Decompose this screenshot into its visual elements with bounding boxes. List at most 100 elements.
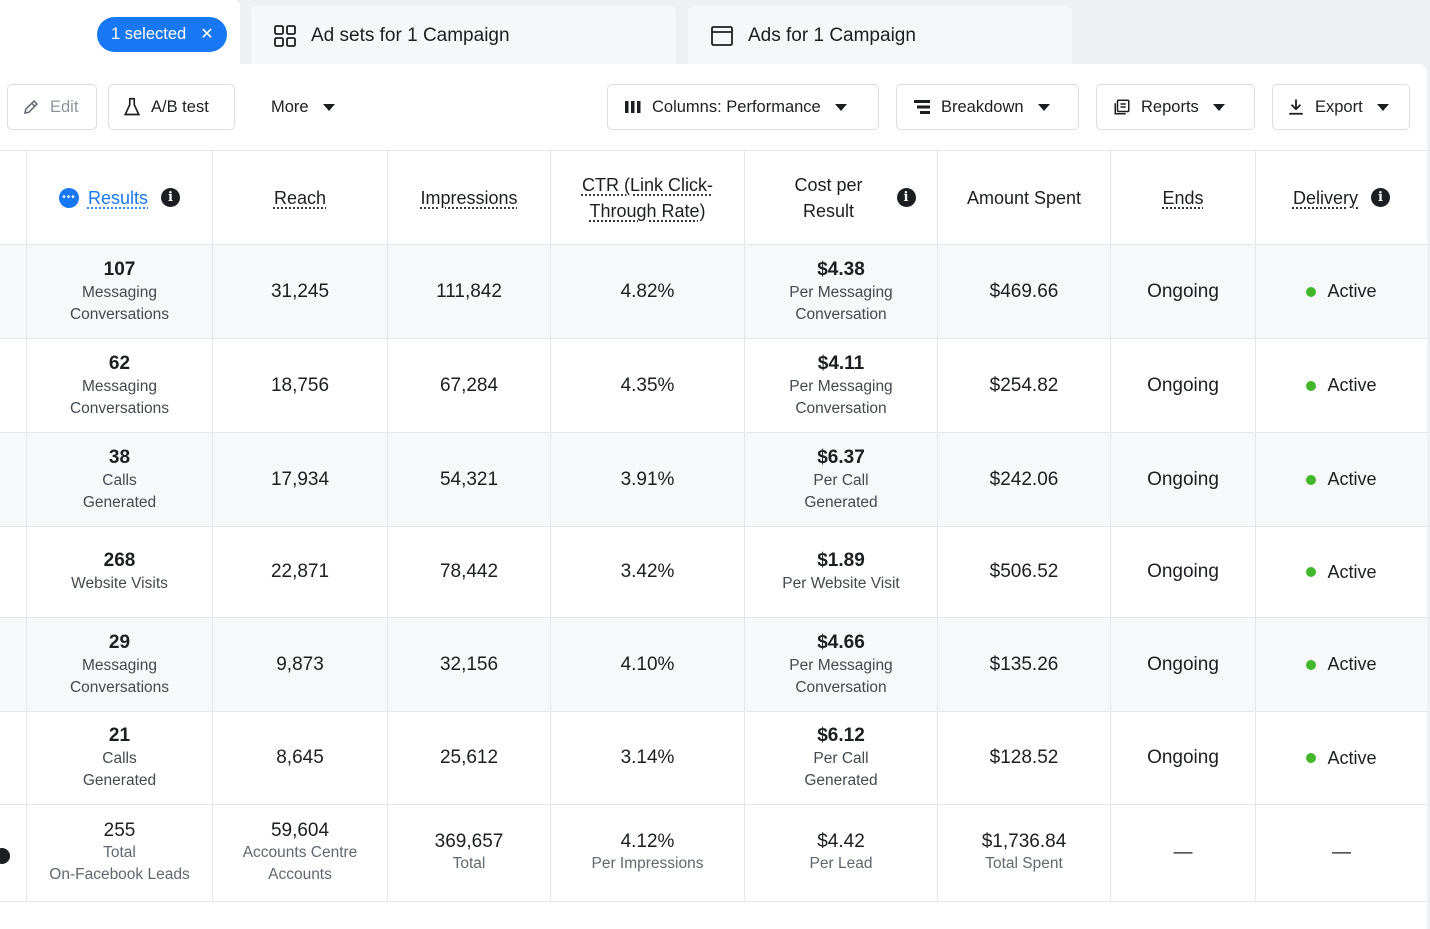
cell-reach: 9,873	[212, 618, 387, 711]
edit-button[interactable]: Edit	[7, 84, 97, 130]
impressions-value: 78,442	[439, 561, 499, 582]
cell-delivery: Active	[1255, 339, 1427, 432]
download-icon	[1289, 99, 1303, 115]
ab-test-button[interactable]: A/B test	[108, 84, 235, 130]
table-row[interactable]: 107 Messaging Conversations 31,245 111,8…	[0, 244, 1427, 338]
cell-cost-per-result: $4.11 Per Messaging Conversation	[744, 339, 937, 432]
total-ctr-value: 4.12%	[620, 831, 675, 852]
total-ctr-label: Per Impressions	[591, 855, 704, 872]
total-impressions-label: Total	[452, 855, 486, 872]
cell-delivery: Active	[1255, 433, 1427, 526]
columns-button[interactable]: Columns: Performance	[607, 84, 879, 130]
row-checkbox-cell	[0, 245, 26, 338]
cell-impressions: 111,842	[387, 245, 550, 338]
header-cost-per-result[interactable]: Cost per Result i	[744, 151, 937, 244]
impressions-value: 25,612	[439, 747, 499, 768]
header-cpr-line2: Result	[802, 200, 855, 221]
header-ctr-line2: Through Rate)	[589, 200, 706, 221]
info-icon[interactable]: i	[1371, 188, 1390, 207]
impressions-value: 111,842	[436, 280, 502, 302]
clear-selection-icon[interactable]: ✕	[200, 25, 214, 43]
total-impressions: 369,657 Total	[387, 805, 550, 901]
breakdown-button[interactable]: Breakdown	[896, 84, 1079, 130]
results-value: 62	[108, 352, 131, 374]
edit-label: Edit	[50, 97, 79, 116]
ctr-value: 4.10%	[620, 653, 675, 675]
table-row[interactable]: 21 Calls Generated 8,645 25,612 3.14% $6…	[0, 711, 1427, 804]
cell-amount-spent: $506.52	[937, 527, 1110, 617]
cell-results: 21 Calls Generated	[26, 712, 212, 804]
impressions-value: 54,321	[439, 468, 499, 490]
cell-ctr: 4.82%	[550, 245, 744, 338]
cpr-type-line2: Conversation	[795, 305, 887, 323]
ab-test-label: A/B test	[151, 97, 209, 116]
info-icon[interactable]: i	[896, 188, 916, 207]
cell-ctr: 3.42%	[550, 527, 744, 617]
info-icon[interactable]: i	[161, 188, 181, 207]
header-results-label: Results	[87, 187, 149, 208]
results-type-line2: Conversations	[69, 678, 170, 696]
reports-icon	[1114, 99, 1130, 115]
table-row[interactable]: 38 Calls Generated 17,934 54,321 3.91% $…	[0, 432, 1427, 526]
selected-count-pill[interactable]: 1 selected ✕	[97, 17, 227, 52]
table-row[interactable]: 62 Messaging Conversations 18,756 67,284…	[0, 338, 1427, 432]
header-results[interactable]: ••• Results i	[26, 151, 212, 244]
cell-impressions: 67,284	[387, 339, 550, 432]
cpr-value: $4.11	[817, 352, 865, 374]
cell-ctr: 4.35%	[550, 339, 744, 432]
header-delivery[interactable]: Delivery i	[1255, 151, 1427, 244]
delivery-value: Active	[1327, 561, 1377, 582]
reports-button[interactable]: Reports	[1096, 84, 1255, 130]
tab-ad-sets-label: Ad sets for 1 Campaign	[311, 25, 510, 46]
tab-ads[interactable]: Ads for 1 Campaign	[688, 6, 1072, 66]
ends-value: Ongoing	[1147, 468, 1219, 490]
cell-ends: Ongoing	[1110, 527, 1255, 617]
reach-value: 9,873	[276, 653, 324, 675]
header-ends[interactable]: Ends	[1110, 151, 1255, 244]
cpr-type-line1: Per Messaging	[789, 283, 893, 301]
spent-value: $128.52	[989, 747, 1059, 768]
info-icon[interactable]	[0, 848, 10, 864]
row-checkbox-cell	[0, 339, 26, 432]
chevron-down-icon	[834, 103, 847, 111]
header-impressions[interactable]: Impressions	[387, 151, 550, 244]
table-row[interactable]: 29 Messaging Conversations 9,873 32,156 …	[0, 617, 1427, 711]
cell-amount-spent: $128.52	[937, 712, 1110, 804]
active-status-dot-icon	[1306, 286, 1317, 297]
cell-reach: 18,756	[212, 339, 387, 432]
reach-value: 17,934	[270, 468, 330, 490]
tab-ad-sets[interactable]: Ad sets for 1 Campaign	[251, 6, 676, 66]
spent-value: $242.06	[989, 468, 1059, 490]
cell-ends: Ongoing	[1110, 712, 1255, 804]
cell-reach: 22,871	[212, 527, 387, 617]
ends-value: Ongoing	[1147, 280, 1219, 302]
header-ctr-line1: CTR (Link Click-	[581, 174, 713, 195]
cell-amount-spent: $242.06	[937, 433, 1110, 526]
ctr-value: 3.42%	[620, 561, 675, 582]
total-delivery: —	[1255, 805, 1427, 901]
toolbar: Edit A/B test More Columns: Performance …	[0, 64, 1427, 150]
ctr-value: 4.35%	[620, 374, 675, 396]
table-row[interactable]: 268 Website Visits 22,871 78,442 3.42% $…	[0, 526, 1427, 617]
cpr-type-line2: Conversation	[795, 399, 887, 417]
chevron-down-icon	[1212, 103, 1225, 111]
ctr-value: 3.14%	[620, 747, 675, 768]
cell-ends: Ongoing	[1110, 433, 1255, 526]
tab-campaigns[interactable]: 1 selected ✕	[0, 0, 240, 66]
results-value: 38	[108, 446, 131, 468]
more-button[interactable]: More	[256, 84, 350, 130]
header-reach[interactable]: Reach	[212, 151, 387, 244]
header-ends-label: Ends	[1162, 187, 1204, 208]
cpr-value: $6.37	[817, 446, 865, 468]
export-button[interactable]: Export	[1272, 84, 1410, 130]
cell-delivery: Active	[1255, 712, 1427, 804]
header-amount-spent[interactable]: Amount Spent	[937, 151, 1110, 244]
reach-value: 18,756	[270, 374, 330, 396]
total-reach: 59,604 Accounts Centre Accounts	[212, 805, 387, 901]
spent-value: $135.26	[989, 653, 1059, 675]
ends-value: Ongoing	[1147, 561, 1219, 582]
cell-amount-spent: $469.66	[937, 245, 1110, 338]
reach-value: 8,645	[276, 747, 324, 768]
header-ctr[interactable]: CTR (Link Click- Through Rate)	[550, 151, 744, 244]
total-results: 255 Total On-Facebook Leads	[26, 805, 212, 901]
